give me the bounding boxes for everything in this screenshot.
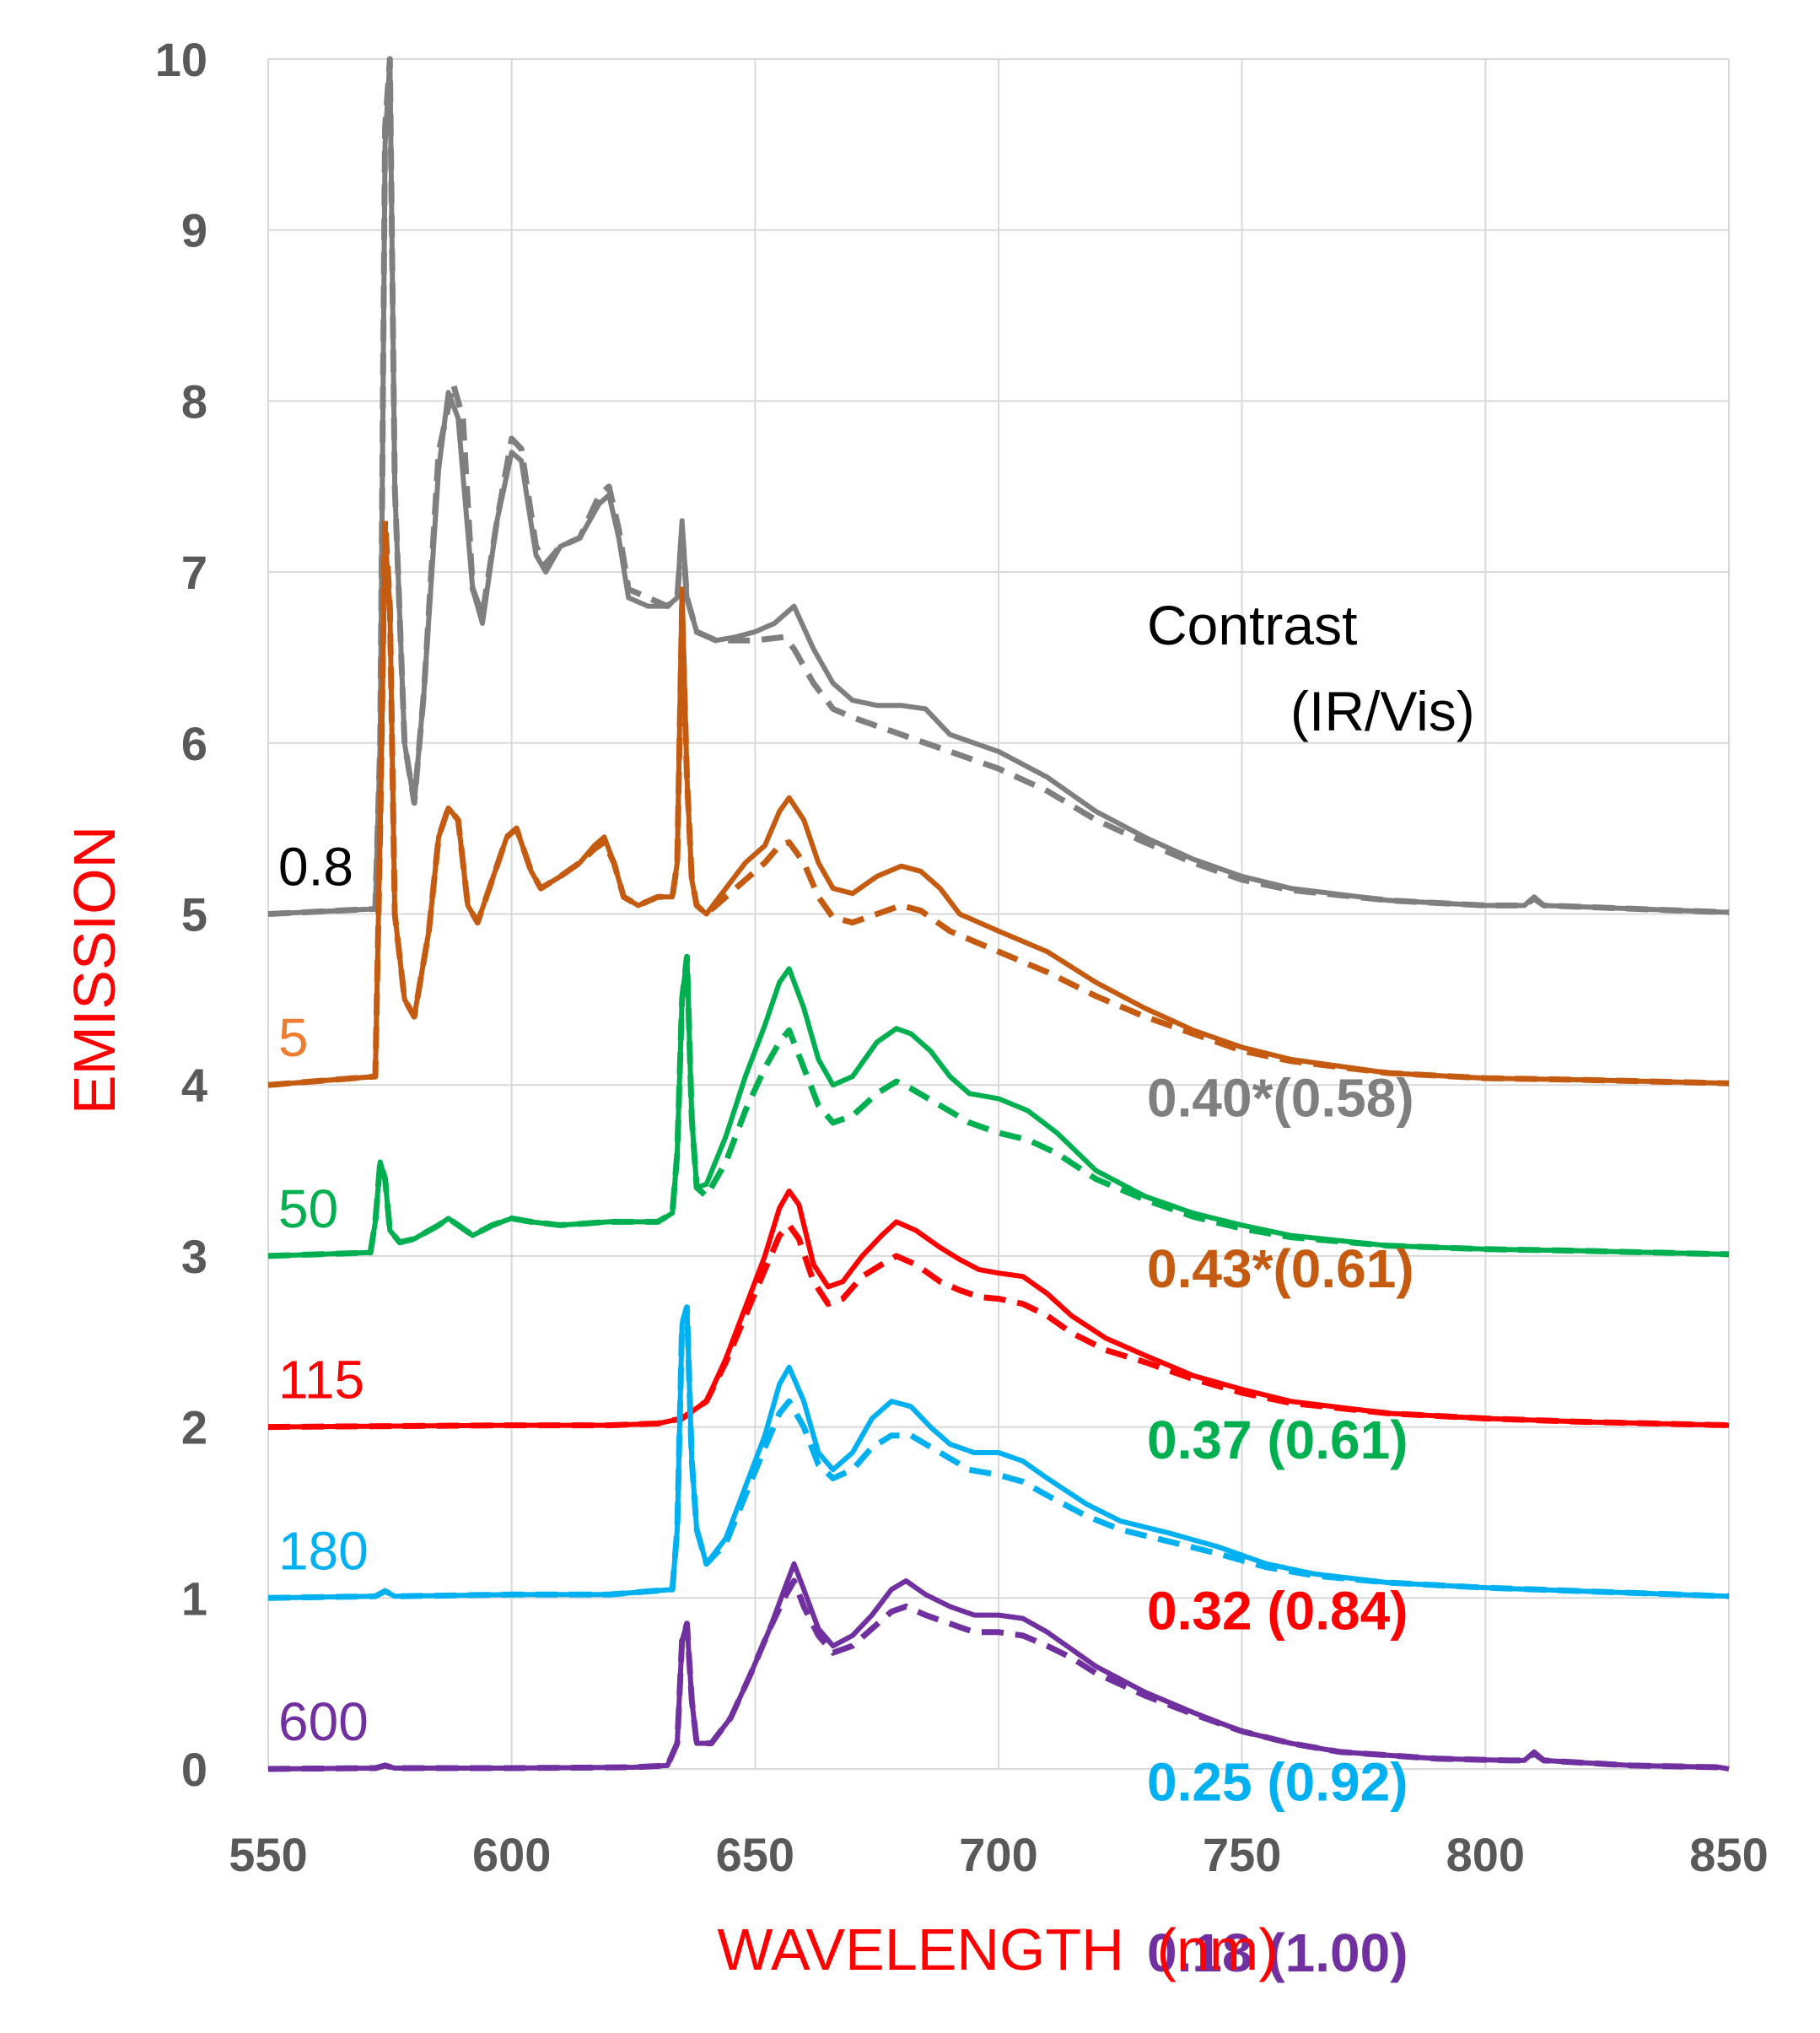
contrast-label-5: 0.18 (1.00) <box>1147 1922 1408 1983</box>
series-label-0: 0.8 <box>278 837 353 898</box>
series-lines <box>267 56 1730 1772</box>
y-tick-label: 1 <box>181 1572 207 1625</box>
contrast-label-1: 0.43*(0.61) <box>1147 1238 1414 1299</box>
series-label-1: 5 <box>278 1007 309 1068</box>
series-label-2: 50 <box>278 1178 338 1239</box>
x-tick-label: 800 <box>1446 1828 1525 1881</box>
series-0-solid-line <box>267 57 1730 917</box>
y-tick-label: 7 <box>181 546 207 599</box>
x-axis-label: WAVELENGTH (nm) <box>717 1917 1278 1982</box>
contrast-label-4: 0.25 (0.92) <box>1147 1751 1408 1812</box>
x-tick-label: 750 <box>1203 1828 1281 1881</box>
x-tick-label: 600 <box>472 1828 551 1881</box>
y-tick-label: 10 <box>155 33 207 86</box>
series-label-5: 600 <box>278 1691 369 1752</box>
x-tick-label: 550 <box>229 1828 307 1881</box>
y-axis-label: EMISSION <box>62 826 127 1114</box>
legend-title: Contrast <box>1147 594 1357 656</box>
y-tick-label: 2 <box>181 1401 207 1454</box>
contrast-label-2: 0.37 (0.61) <box>1147 1410 1408 1470</box>
y-tick-label: 8 <box>181 375 207 428</box>
x-tick-labels: 550 600 650 700 750 800 850 <box>229 1828 1768 1881</box>
series-2-solid-line <box>267 954 1730 1259</box>
x-tick-label: 700 <box>959 1828 1037 1881</box>
y-tick-label: 9 <box>181 204 207 257</box>
series-label-3: 115 <box>278 1350 364 1410</box>
gridlines <box>267 58 1730 1770</box>
contrast-labels: 0.40*(0.58) 0.43*(0.61) 0.37 (0.61) 0.32 (0… <box>1147 1068 1414 1984</box>
contrast-label-3: 0.32 (0.84) <box>1147 1581 1408 1642</box>
series-5-solid-line <box>267 1561 1730 1771</box>
series-4-solid-line <box>267 1304 1730 1601</box>
series-label-4: 180 <box>278 1520 369 1581</box>
y-tick-label: 5 <box>181 888 207 941</box>
y-tick-labels: 0 1 2 3 4 5 6 7 8 9 10 <box>155 33 207 1796</box>
legend-subtitle: (IR/Vis) <box>1290 680 1475 742</box>
x-tick-label: 850 <box>1689 1828 1768 1881</box>
series-labels: 0.8 5 50 115 180 600 <box>278 837 369 1753</box>
series-1-solid-line <box>267 535 1730 1088</box>
series-3-solid-line <box>267 1188 1730 1430</box>
y-tick-label: 3 <box>181 1230 207 1283</box>
y-tick-label: 4 <box>181 1059 207 1112</box>
contrast-label-0: 0.40*(0.58) <box>1147 1068 1414 1129</box>
series-0-dashed-line <box>267 56 1730 917</box>
series-4-dashed-line <box>267 1304 1730 1601</box>
x-tick-label: 650 <box>716 1828 794 1881</box>
y-tick-label: 6 <box>181 717 207 770</box>
y-tick-label: 0 <box>181 1743 207 1796</box>
